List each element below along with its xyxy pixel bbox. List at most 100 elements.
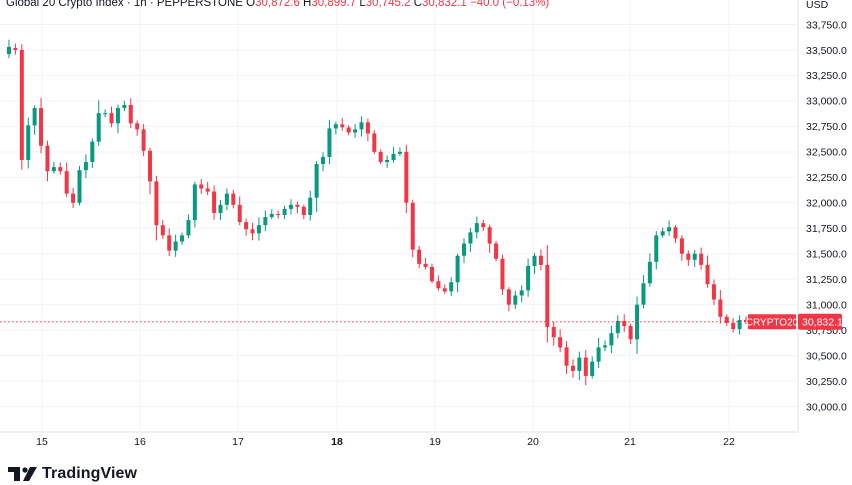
candle-body (224, 193, 229, 205)
candle (532, 252, 537, 274)
candle-body (744, 319, 748, 322)
candle-body (596, 347, 601, 362)
candle-body (365, 122, 370, 134)
candle-body (244, 222, 249, 230)
candle (122, 100, 127, 112)
candle (686, 250, 691, 266)
x-tick-label: 20 (527, 436, 539, 448)
candle-body (474, 223, 479, 233)
candle-body (231, 193, 236, 205)
candle (51, 161, 56, 174)
candle-body (397, 151, 402, 154)
candle (83, 154, 88, 179)
candle (570, 359, 575, 378)
x-tick-label: 18 (331, 436, 343, 448)
high-label: H (303, 0, 312, 9)
price-tag-symbol-bg (748, 314, 796, 330)
candle (218, 200, 223, 221)
candle-body (519, 290, 524, 296)
candle (45, 140, 50, 182)
y-tick-label: 32,750.0 (806, 121, 847, 133)
candle-body (26, 125, 31, 160)
candle-body (628, 326, 633, 340)
candle-body (538, 255, 543, 265)
tradingview-logo[interactable]: TradingView (8, 463, 137, 485)
y-tick-label: 31,750.0 (806, 223, 847, 235)
candle-body (679, 238, 684, 254)
candle-body (115, 108, 120, 124)
candle (333, 121, 338, 135)
candle (39, 98, 44, 154)
candle (628, 323, 633, 345)
x-tick-label: 21 (624, 436, 636, 448)
candle (308, 190, 313, 221)
candle (205, 181, 210, 196)
candle (410, 199, 415, 258)
candle (609, 325, 614, 353)
candle (590, 356, 595, 379)
candle (494, 240, 499, 262)
candle (519, 285, 524, 303)
candle-body (449, 282, 454, 292)
candle (346, 125, 351, 136)
candle-body (199, 184, 204, 189)
candle-body (64, 171, 69, 194)
candle-body (731, 322, 736, 330)
low-label: L (359, 0, 366, 9)
candle (26, 117, 31, 169)
candle (199, 178, 204, 194)
price-tag-symbol: CRYPTO20 (746, 318, 799, 329)
candle-body (346, 127, 351, 133)
candle (692, 249, 697, 267)
candle-body (494, 243, 499, 259)
candle (96, 100, 101, 146)
candle-body (615, 320, 620, 334)
candle (391, 147, 396, 163)
candle (660, 227, 665, 238)
candle (103, 109, 108, 118)
change-value: −40.0 (−0.13%) (469, 0, 550, 9)
candle (404, 145, 409, 214)
candle (224, 188, 229, 210)
candle-body (590, 361, 595, 376)
open-value: 30,872.6 (255, 0, 300, 9)
candle (474, 216, 479, 239)
candle (737, 315, 742, 335)
candle (577, 351, 582, 381)
candle (442, 284, 447, 294)
candle (263, 210, 268, 232)
candle (372, 129, 377, 155)
candle (173, 234, 178, 257)
candle-body (192, 184, 197, 221)
candle (109, 106, 114, 128)
candle-body (570, 365, 575, 371)
candle (679, 234, 684, 261)
candle (564, 341, 569, 374)
price-tag-value: 30,832.1 (802, 317, 843, 329)
candle-body (737, 319, 742, 330)
candle (718, 289, 723, 324)
candle-body (686, 253, 691, 260)
candle-body (147, 150, 152, 182)
candle-body (301, 206, 306, 215)
candle-body (692, 253, 697, 260)
candle (705, 255, 710, 288)
candle-body (282, 208, 287, 215)
x-tick-label: 22 (723, 436, 735, 448)
price-tag-value-bg (798, 313, 842, 330)
candle (115, 104, 120, 134)
candle (538, 249, 543, 271)
y-tick-label: 33,000.0 (806, 96, 847, 108)
candle-body (564, 347, 569, 366)
candle-body (295, 204, 300, 207)
candle-body (622, 320, 627, 327)
candle (231, 189, 236, 209)
candle-body (13, 47, 18, 50)
candle (603, 340, 608, 352)
candle-body (359, 122, 364, 130)
candle-body (180, 235, 185, 242)
candle-body (436, 281, 441, 289)
candle-body (385, 159, 390, 163)
candle-body (276, 213, 281, 215)
